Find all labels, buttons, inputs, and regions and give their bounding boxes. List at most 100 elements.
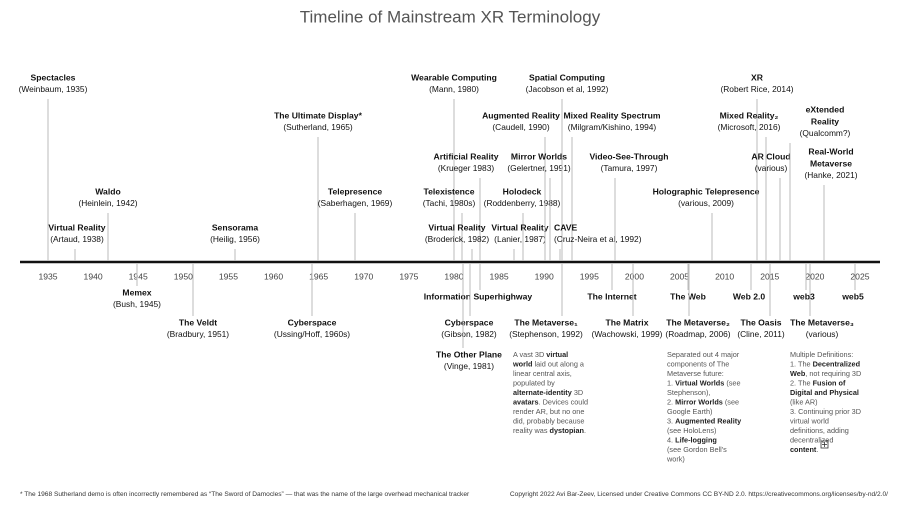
event-source: (Lanier, 1987) [494,234,546,244]
event-label: The Ultimate Display* [274,110,363,120]
event-label: AR Cloud [751,151,790,161]
note-emphasis: content [790,445,817,454]
year-label: 1965 [309,271,328,281]
note-text: components of The [667,359,729,368]
note-text: . Devices could [539,397,588,406]
year-label: 1980 [444,271,463,281]
note-text: 2. [667,397,675,406]
event-source: (Bush, 1945) [113,299,161,309]
event-source: (Ussing/Hoff, 1960s) [274,329,350,339]
note-line: decentralized [790,435,833,444]
note-line: render AR, but no one [513,407,584,416]
note-text: A vast 3D [513,350,546,359]
event-label: Information Superhighway [424,291,533,301]
note-text: , not requiring 3D [805,369,861,378]
note-text: (see [723,397,739,406]
event-label: Real-World [808,146,853,156]
note-text: work) [666,454,685,463]
note-text: (see Gordon Bell's [667,445,727,454]
note-line: Metaverse future: [667,369,724,378]
event-label: Cyberspace [445,317,494,327]
note-text: Google Earth) [667,407,712,416]
event-label: The Metaverse₃ [790,317,854,327]
event-source: (Caudell, 1990) [492,122,549,132]
event-label: CAVE [554,222,578,232]
note-text: render AR, but no one [513,407,584,416]
event-source: (Wachowski, 1999) [592,329,663,339]
note-line: (see HoloLens) [667,426,716,435]
year-label: 1945 [129,271,148,281]
note-text: 3. Continuing prior 3D [790,407,861,416]
event-label: Wearable Computing [411,72,497,82]
note-text: Separated out 4 major [667,350,740,359]
event-source: (Broderick, 1982) [425,234,489,244]
event-label: web5 [841,291,864,301]
note-line: (like AR) [790,397,818,406]
note-emphasis: virtual [546,350,568,359]
event-label: Web 2.0 [733,291,766,301]
year-label: 1995 [580,271,599,281]
event-source: (various) [755,163,788,173]
event-label: Metaverse [810,158,852,168]
note-emphasis: Mirror Worlds [675,397,723,406]
event-label: Mixed Reality Spectrum [564,110,661,120]
event-label: Mirror Worlds [511,151,567,161]
note-text: 3D [572,388,583,397]
event-source: (Milgram/Kishino, 1994) [568,122,657,132]
note-line: 2. The Fusion of [790,378,846,387]
event-source: (Roadmap, 2006) [665,329,730,339]
event-label: The Metaverse₁ [514,317,578,327]
note-emphasis: dystopian [550,426,584,435]
event-source: (Stephenson, 1992) [509,329,583,339]
note-text: 1. The [790,359,813,368]
event-label: Sensorama [212,222,259,232]
note-text: (see [724,378,740,387]
event-label: The Web [670,291,706,301]
event-label: Spectacles [31,72,76,82]
event-source: (Weinbaum, 1935) [19,84,88,94]
event-source: (Heinlein, 1942) [78,198,137,208]
event-source: (various) [806,329,839,339]
year-label: 1975 [399,271,418,281]
year-label: 2000 [625,271,644,281]
note-line: Web, not requiring 3D [790,369,861,378]
event-label: The Veldt [179,317,217,327]
event-label: Mixed Reality₂ [720,110,779,120]
year-label: 1950 [174,271,193,281]
note-text: Stephenson), [667,388,710,397]
footnote: * The 1968 Sutherland demo is often inco… [20,491,470,498]
event-label: Waldo [95,186,120,196]
event-label: XR [751,72,764,82]
note-text: virtual world [790,416,829,425]
note-emphasis: Virtual Worlds [675,378,724,387]
note-line: content. [790,445,818,454]
event-label: The Metaverse₂ [666,317,730,327]
note-emphasis: Decentralized [813,359,860,368]
event-source: (Jacobson et al, 1992) [526,84,609,94]
content-icon [820,440,829,449]
event-label: eXtended [806,104,845,114]
event-source: (Qualcomm?) [800,128,851,138]
note-line: (see Gordon Bell's [667,445,727,454]
note-line: alternate-identity 3D [513,388,583,397]
note-line: linear central axis, [513,369,572,378]
event-source: (Heilig, 1956) [210,234,260,244]
event-label: Memex [122,287,151,297]
year-label: 1970 [354,271,373,281]
event-source: (Mann, 1980) [429,84,479,94]
note-text: Metaverse future: [667,369,724,378]
note-text: 3. [667,416,675,425]
note-line: work) [666,454,685,463]
event-source: (Cruz-Neira et al, 1992) [554,234,642,244]
note-line: 4. Life-logging [667,435,717,444]
year-label: 1990 [535,271,554,281]
event-source: (Gelertner, 1991) [507,163,571,173]
note-line: components of The [667,359,729,368]
event-label: Virtual Reality [491,222,548,232]
event-label: The Oasis [740,317,781,327]
note-line: Stephenson), [667,388,710,397]
year-label: 1955 [219,271,238,281]
event-source: (Cline, 2011) [737,329,785,339]
event-label: Artificial Reality [434,151,499,161]
